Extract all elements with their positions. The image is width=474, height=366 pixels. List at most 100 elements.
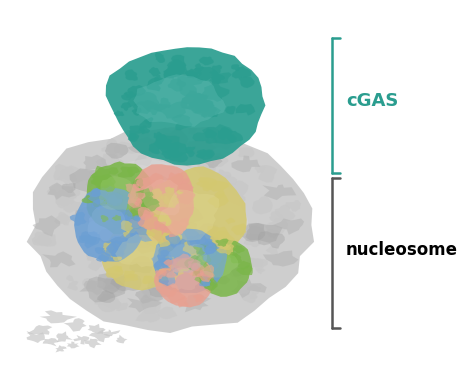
PathPatch shape (159, 270, 175, 286)
PathPatch shape (231, 223, 246, 235)
PathPatch shape (265, 218, 288, 235)
PathPatch shape (159, 283, 178, 297)
PathPatch shape (158, 228, 185, 244)
PathPatch shape (108, 195, 123, 206)
PathPatch shape (196, 103, 221, 117)
PathPatch shape (155, 52, 165, 63)
PathPatch shape (134, 211, 164, 228)
PathPatch shape (201, 83, 229, 102)
PathPatch shape (27, 331, 45, 343)
PathPatch shape (106, 300, 121, 310)
PathPatch shape (76, 158, 249, 268)
PathPatch shape (106, 280, 126, 293)
PathPatch shape (87, 161, 155, 234)
PathPatch shape (210, 262, 219, 271)
PathPatch shape (269, 211, 283, 222)
PathPatch shape (98, 227, 125, 244)
PathPatch shape (198, 280, 209, 290)
PathPatch shape (202, 279, 218, 292)
PathPatch shape (100, 215, 109, 222)
PathPatch shape (42, 251, 75, 268)
PathPatch shape (92, 178, 102, 184)
PathPatch shape (203, 156, 223, 168)
PathPatch shape (176, 163, 191, 172)
PathPatch shape (236, 104, 255, 116)
PathPatch shape (164, 226, 174, 234)
PathPatch shape (175, 206, 203, 224)
PathPatch shape (148, 143, 162, 154)
PathPatch shape (67, 281, 78, 291)
PathPatch shape (121, 220, 139, 234)
PathPatch shape (129, 225, 162, 249)
PathPatch shape (196, 271, 215, 282)
PathPatch shape (89, 170, 97, 176)
PathPatch shape (129, 256, 156, 273)
PathPatch shape (145, 117, 154, 124)
PathPatch shape (229, 262, 250, 280)
PathPatch shape (125, 70, 138, 81)
PathPatch shape (203, 250, 223, 264)
PathPatch shape (159, 130, 188, 149)
PathPatch shape (129, 128, 150, 143)
PathPatch shape (114, 142, 137, 156)
PathPatch shape (158, 190, 219, 240)
PathPatch shape (82, 195, 94, 203)
PathPatch shape (186, 139, 217, 157)
PathPatch shape (202, 277, 217, 290)
PathPatch shape (137, 213, 161, 230)
PathPatch shape (212, 153, 228, 167)
PathPatch shape (121, 93, 132, 101)
PathPatch shape (266, 229, 280, 238)
PathPatch shape (179, 298, 190, 307)
PathPatch shape (116, 335, 128, 343)
PathPatch shape (214, 231, 224, 240)
PathPatch shape (182, 178, 189, 184)
PathPatch shape (169, 267, 179, 276)
PathPatch shape (188, 262, 205, 277)
PathPatch shape (128, 198, 143, 208)
PathPatch shape (185, 147, 195, 153)
PathPatch shape (99, 252, 114, 261)
PathPatch shape (38, 234, 56, 247)
PathPatch shape (244, 234, 261, 247)
PathPatch shape (185, 100, 204, 113)
PathPatch shape (98, 299, 120, 312)
PathPatch shape (124, 273, 138, 281)
PathPatch shape (106, 241, 127, 256)
PathPatch shape (226, 131, 243, 143)
PathPatch shape (178, 192, 196, 205)
PathPatch shape (65, 165, 92, 183)
PathPatch shape (127, 167, 140, 176)
PathPatch shape (88, 258, 104, 271)
PathPatch shape (257, 231, 285, 249)
PathPatch shape (125, 233, 140, 243)
PathPatch shape (202, 124, 237, 144)
PathPatch shape (171, 157, 181, 163)
PathPatch shape (120, 102, 132, 111)
PathPatch shape (199, 56, 214, 66)
PathPatch shape (209, 245, 218, 252)
PathPatch shape (142, 197, 160, 212)
PathPatch shape (192, 270, 213, 285)
PathPatch shape (114, 110, 125, 116)
PathPatch shape (74, 185, 142, 262)
PathPatch shape (187, 150, 195, 157)
PathPatch shape (148, 188, 163, 200)
PathPatch shape (192, 262, 210, 277)
PathPatch shape (65, 189, 81, 198)
PathPatch shape (124, 270, 135, 279)
PathPatch shape (159, 224, 167, 231)
PathPatch shape (179, 218, 190, 227)
PathPatch shape (101, 138, 120, 156)
PathPatch shape (246, 284, 261, 295)
PathPatch shape (55, 194, 69, 209)
PathPatch shape (200, 265, 214, 277)
PathPatch shape (97, 273, 126, 294)
PathPatch shape (169, 220, 187, 235)
PathPatch shape (103, 242, 120, 257)
PathPatch shape (195, 63, 204, 71)
PathPatch shape (134, 155, 152, 166)
PathPatch shape (133, 74, 226, 127)
PathPatch shape (35, 236, 51, 246)
PathPatch shape (232, 66, 251, 78)
